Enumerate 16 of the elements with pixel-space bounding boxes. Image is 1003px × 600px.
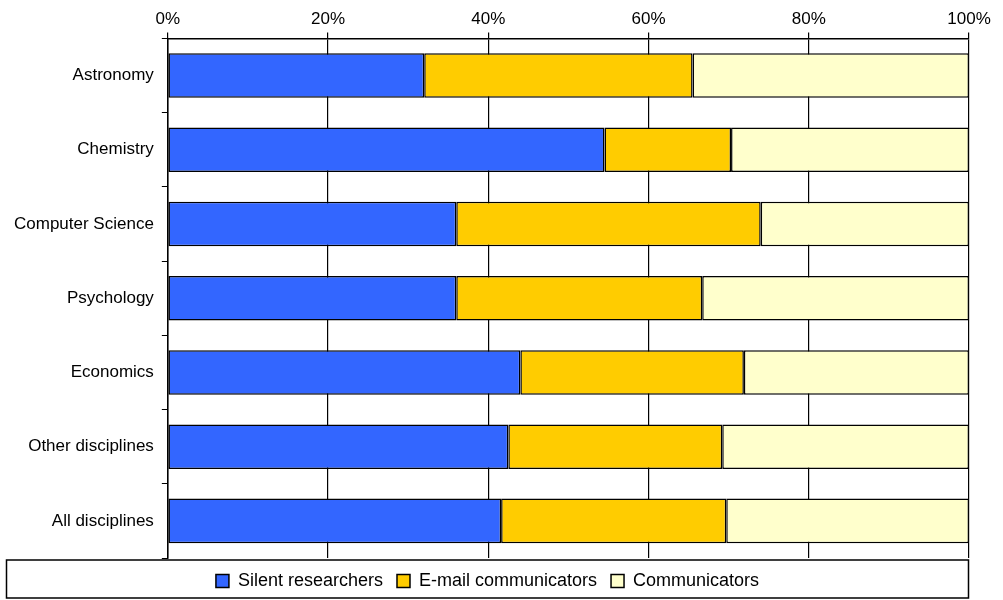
x-tick-label: 0% <box>155 8 181 28</box>
legend-label: E-mail communicators <box>418 569 598 590</box>
x-tick-label: 40% <box>471 8 506 28</box>
legend-label: Communicators <box>633 569 760 590</box>
y-tick-label: Computer Science <box>14 213 154 233</box>
x-tick-label: 100% <box>947 8 991 28</box>
y-tick-label: Astronomy <box>72 65 155 85</box>
y-tick-label: Economics <box>70 362 154 382</box>
y-tick-label: Other disciplines <box>28 436 154 456</box>
legend-label: Silent researchers <box>237 569 384 590</box>
x-tick-label: 80% <box>791 8 826 28</box>
y-tick-label: All disciplines <box>51 510 154 530</box>
y-tick-label: Psychology <box>66 287 155 307</box>
x-tick-label: 20% <box>311 8 346 28</box>
y-tick-label: Chemistry <box>77 139 155 159</box>
x-tick-label: 60% <box>631 8 666 28</box>
